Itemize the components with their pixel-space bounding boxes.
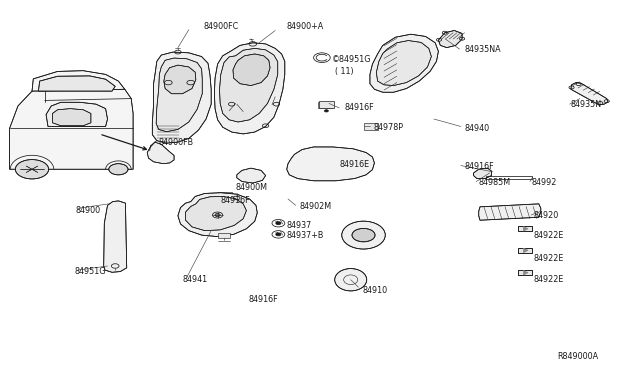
Text: 84935N: 84935N bbox=[571, 100, 602, 109]
Bar bbox=[218, 232, 230, 238]
Polygon shape bbox=[156, 58, 202, 132]
Polygon shape bbox=[46, 102, 108, 126]
Polygon shape bbox=[233, 54, 270, 86]
Polygon shape bbox=[164, 65, 196, 94]
Polygon shape bbox=[376, 41, 431, 86]
Polygon shape bbox=[32, 71, 125, 91]
Text: R849000A: R849000A bbox=[557, 352, 598, 361]
Text: 84916F: 84916F bbox=[344, 103, 374, 112]
Circle shape bbox=[352, 228, 375, 242]
Ellipse shape bbox=[342, 221, 385, 249]
Circle shape bbox=[324, 110, 328, 112]
Polygon shape bbox=[104, 201, 127, 272]
Text: 84937+B: 84937+B bbox=[286, 231, 323, 240]
Text: 84985M: 84985M bbox=[479, 178, 511, 187]
Ellipse shape bbox=[335, 269, 367, 291]
Polygon shape bbox=[214, 43, 285, 134]
Polygon shape bbox=[147, 142, 174, 164]
Text: 84900+A: 84900+A bbox=[287, 22, 324, 31]
Bar bbox=[218, 192, 232, 199]
Polygon shape bbox=[518, 270, 532, 275]
Circle shape bbox=[109, 164, 128, 175]
Text: 84916F: 84916F bbox=[248, 295, 278, 304]
Polygon shape bbox=[237, 168, 266, 183]
Text: 84916F: 84916F bbox=[220, 196, 250, 205]
Polygon shape bbox=[524, 227, 528, 231]
Text: ©84951G: ©84951G bbox=[332, 55, 372, 64]
Text: 84941: 84941 bbox=[182, 275, 207, 284]
Text: 84951G: 84951G bbox=[74, 267, 106, 276]
Text: 84900: 84900 bbox=[76, 206, 100, 215]
Bar bbox=[319, 101, 334, 108]
Text: 84916F: 84916F bbox=[465, 162, 494, 171]
Polygon shape bbox=[178, 193, 257, 237]
Text: ( 11): ( 11) bbox=[335, 67, 354, 76]
Text: 84922E: 84922E bbox=[534, 275, 564, 283]
Circle shape bbox=[215, 214, 220, 217]
Text: 84922E: 84922E bbox=[534, 254, 564, 263]
Text: 84920: 84920 bbox=[534, 211, 559, 220]
Text: 84902M: 84902M bbox=[300, 202, 332, 211]
Text: 84922E: 84922E bbox=[534, 231, 564, 240]
Polygon shape bbox=[152, 52, 211, 143]
Polygon shape bbox=[524, 270, 528, 275]
Text: 84937: 84937 bbox=[286, 221, 311, 230]
Text: 84916E: 84916E bbox=[339, 160, 369, 169]
Polygon shape bbox=[474, 168, 492, 179]
Text: 84940: 84940 bbox=[465, 124, 490, 133]
Text: 84900M: 84900M bbox=[236, 183, 268, 192]
Bar bbox=[364, 123, 378, 130]
Text: 84935NA: 84935NA bbox=[465, 45, 501, 54]
Polygon shape bbox=[38, 76, 115, 91]
Polygon shape bbox=[52, 109, 91, 126]
Polygon shape bbox=[287, 147, 374, 181]
Circle shape bbox=[276, 233, 281, 236]
Bar bbox=[318, 102, 332, 108]
Text: 84992: 84992 bbox=[531, 178, 557, 187]
Polygon shape bbox=[438, 31, 462, 48]
Polygon shape bbox=[370, 34, 438, 92]
Polygon shape bbox=[10, 79, 133, 169]
Text: 84978P: 84978P bbox=[374, 124, 404, 132]
Polygon shape bbox=[186, 196, 246, 231]
Text: 84900FC: 84900FC bbox=[204, 22, 239, 31]
Circle shape bbox=[276, 222, 281, 225]
Polygon shape bbox=[571, 83, 608, 105]
Polygon shape bbox=[220, 48, 278, 122]
Polygon shape bbox=[479, 204, 541, 220]
Polygon shape bbox=[518, 248, 532, 253]
Text: 84910: 84910 bbox=[363, 286, 388, 295]
Polygon shape bbox=[518, 226, 532, 231]
Text: 84900FB: 84900FB bbox=[158, 138, 193, 147]
Polygon shape bbox=[524, 248, 528, 253]
Circle shape bbox=[15, 160, 49, 179]
